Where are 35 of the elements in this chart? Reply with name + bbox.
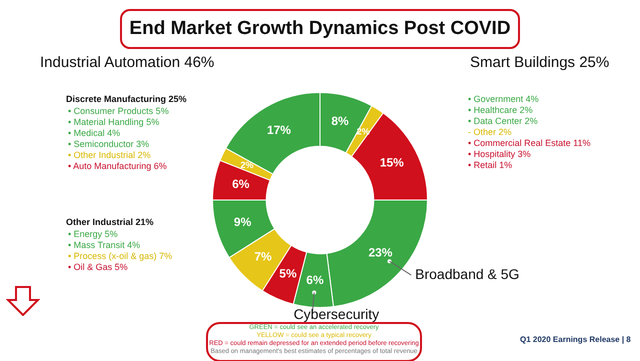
data-label: 17%	[266, 122, 292, 137]
text: • Oil & Gas 5%	[68, 262, 128, 273]
text: Discrete Manufacturing 25%	[66, 94, 187, 105]
slice-label: Broadband & 5G	[415, 266, 520, 282]
slice-label: Cybersecurity	[294, 306, 380, 322]
text: • Other Industrial 2%	[68, 150, 151, 161]
text: • Energy 5%	[68, 229, 118, 240]
text: • Process (x-oil & gas) 7%	[68, 251, 172, 262]
data-label: 9%	[234, 214, 252, 229]
text: • Consumer Products 5%	[68, 106, 169, 117]
text: Smart Buildings 25%	[470, 54, 610, 72]
text: • Government 4%	[468, 94, 539, 105]
data-label: 8%	[331, 114, 350, 128]
data-label: 23%	[368, 246, 393, 260]
chart-title: End Market Growth Dynamics Post COVID	[120, 9, 520, 49]
text: • Medical 4%	[68, 128, 120, 139]
data-label: 6%	[306, 272, 324, 287]
text: • Mass Transit 4%	[68, 240, 140, 251]
text: Other Industrial 21%	[66, 217, 154, 228]
text: • Data Center 2%	[468, 116, 538, 127]
data-label: 5%	[279, 266, 297, 280]
data-label: 7%	[254, 249, 272, 264]
text: Q1 2020 Earnings Release | 8	[520, 335, 631, 345]
text: - Other 2%	[468, 127, 512, 138]
text: • Hospitality 3%	[468, 149, 531, 160]
text: Industrial Automation 46%	[40, 54, 214, 72]
data-label: 2%	[240, 160, 254, 170]
text: • Retail 1%	[468, 160, 512, 171]
data-label: 15%	[380, 156, 404, 170]
text: • Commercial Real Estate 11%	[468, 138, 591, 149]
data-label: 6%	[232, 177, 250, 192]
text: • Material Handling 5%	[68, 117, 160, 128]
text: • Healthcare 2%	[468, 105, 533, 116]
text: • Auto Manufacturing 6%	[68, 161, 167, 172]
text: • Semiconductor 3%	[68, 139, 150, 150]
